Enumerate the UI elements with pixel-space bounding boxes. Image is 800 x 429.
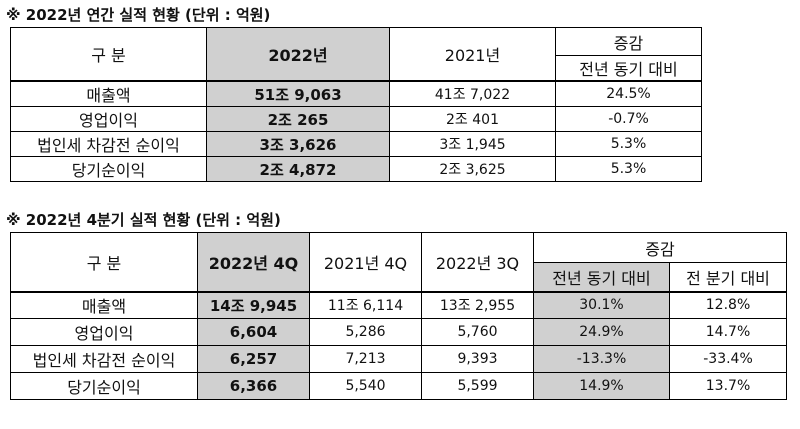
table-row: 당기순이익 2조 4,872 2조 3,625 5.3% [10,156,702,182]
header-qoq: 전 분기 대비 [668,262,788,292]
value-yoy: 5.3% [555,156,702,182]
value-2021: 2조 3,625 [389,156,556,182]
quarterly-results-title: ※ 2022년 4분기 실적 현황 (단위 : 억원) [6,211,281,229]
header-2022-3q: 2022년 3Q [421,232,534,292]
value-2022-3q: 5,760 [421,318,534,346]
value-2021-4q: 11조 6,114 [309,290,422,319]
row-label: 법인세 차감전 순이익 [10,131,207,157]
table-row: 매출액 51조 9,063 41조 7,022 24.5% [10,80,702,107]
row-label: 당기순이익 [10,372,198,400]
value-qoq: -33.4% [668,345,788,373]
value-2022-4q: 6,257 [197,345,310,373]
value-yoy: 5.3% [555,131,702,157]
value-2021-4q: 5,286 [309,318,422,346]
value-2022: 2조 265 [206,106,390,132]
value-yoy: 24.9% [533,318,670,346]
value-2021-4q: 5,540 [309,372,422,400]
header-yoy: 전년 동기 대비 [555,55,702,82]
annual-results-table: 구 분 2022년 2021년 증감 전년 동기 대비 매출액 51조 9,06… [10,27,702,182]
value-2021: 3조 1,945 [389,131,556,157]
value-2022-4q: 14조 9,945 [197,290,310,319]
value-yoy: 30.1% [533,290,670,319]
table-row: 법인세 차감전 순이익 3조 3,626 3조 1,945 5.3% [10,131,702,157]
row-label: 당기순이익 [10,156,207,182]
header-2022: 2022년 [206,27,390,82]
value-2022-3q: 13조 2,955 [421,290,534,319]
value-qoq: 13.7% [668,372,788,400]
row-label: 매출액 [10,80,207,107]
header-category: 구 분 [10,232,198,292]
header-2022-4q: 2022년 4Q [197,232,310,292]
quarterly-results-table: 구 분 2022년 4Q 2021년 4Q 2022년 3Q 증감 전년 동기 … [10,232,788,400]
value-2022: 3조 3,626 [206,131,390,157]
header-2021-4q: 2021년 4Q [309,232,422,292]
value-2022-4q: 6,366 [197,372,310,400]
value-yoy: 14.9% [533,372,670,400]
value-qoq: 12.8% [668,290,788,319]
value-yoy: 24.5% [555,80,702,107]
value-qoq: 14.7% [668,318,788,346]
row-label: 영업이익 [10,318,198,346]
row-label: 영업이익 [10,106,207,132]
value-2022-4q: 6,604 [197,318,310,346]
header-category: 구 분 [10,27,207,82]
value-2022-3q: 9,393 [421,345,534,373]
header-change: 증감 [532,232,788,263]
value-2022-3q: 5,599 [421,372,534,400]
table-row: 영업이익 6,604 5,286 5,760 24.9% 14.7% [10,318,788,346]
table-row: 영업이익 2조 265 2조 401 -0.7% [10,106,702,132]
annual-results-title: ※ 2022년 연간 실적 현황 (단위 : 억원) [6,6,271,24]
value-2021: 2조 401 [389,106,556,132]
value-2022: 51조 9,063 [206,80,390,107]
header-change: 증감 [555,27,702,56]
value-yoy: -0.7% [555,106,702,132]
row-label: 매출액 [10,290,198,319]
header-yoy: 전년 동기 대비 [533,262,670,292]
value-2021-4q: 7,213 [309,345,422,373]
table-row: 법인세 차감전 순이익 6,257 7,213 9,393 -13.3% -33… [10,345,788,373]
value-2022: 2조 4,872 [206,156,390,182]
value-2021: 41조 7,022 [389,80,556,107]
row-label: 법인세 차감전 순이익 [10,345,198,373]
value-yoy: -13.3% [533,345,670,373]
table-row: 당기순이익 6,366 5,540 5,599 14.9% 13.7% [10,372,788,400]
header-2021: 2021년 [389,27,556,82]
table-row: 매출액 14조 9,945 11조 6,114 13조 2,955 30.1% … [10,290,788,319]
